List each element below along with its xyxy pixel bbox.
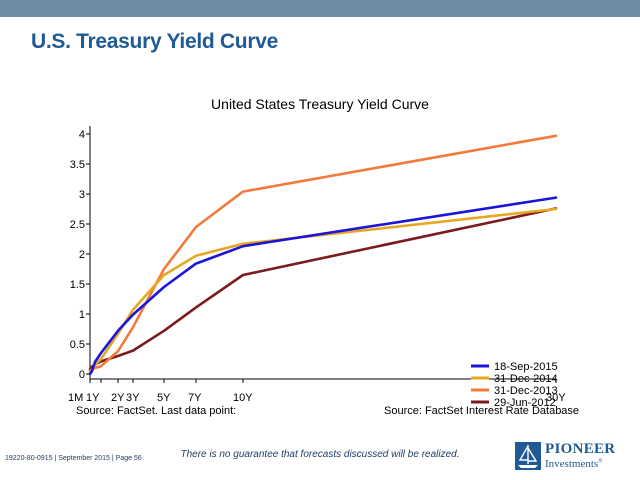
- pioneer-logo: PIONEER Investments®: [515, 440, 635, 474]
- ship-sail-icon: [515, 442, 541, 470]
- series-line: [88, 134, 558, 373]
- x-tick-label: 5Y: [157, 392, 171, 404]
- y-tick-label: 1: [79, 309, 85, 321]
- legend-label: 18-Sep-2015: [494, 361, 558, 373]
- logo-subtitle: Investments®: [545, 458, 603, 470]
- disclaimer-note: There is no guarantee that forecasts dis…: [180, 449, 460, 460]
- y-tick-label: 3: [79, 189, 85, 201]
- series-line: [88, 196, 558, 376]
- source-note-left: Source: FactSet. Last data point:: [76, 405, 237, 417]
- legend-label: 31-Dec-2014: [494, 373, 558, 385]
- x-tick-label: 1M: [68, 392, 83, 404]
- x-tick-label: 2Y: [111, 392, 125, 404]
- legend-label: 29-Jun-2012: [494, 397, 556, 409]
- x-tick-label: 1Y: [86, 392, 100, 404]
- logo-name: PIONEER: [545, 441, 616, 457]
- registered-mark: ®: [598, 458, 603, 465]
- y-tick-label: 1.5: [70, 279, 85, 291]
- source-note-right: Source: FactSet Interest Rate Database: [384, 405, 580, 417]
- chart-series-lines: [88, 134, 558, 376]
- document-reference: 19220-80-0915 | September 2015 | Page 56: [5, 455, 142, 462]
- y-tick-label: 2.5: [70, 219, 85, 231]
- y-tick-label: 2: [79, 249, 85, 261]
- chart-axes: 0 0.5 1 1.5 2 2.5 3 3.5 4 1M 1Y 2Y 3Y 5Y 7Y 10Y 30Y: [68, 126, 566, 404]
- x-tick-label: 7Y: [188, 392, 202, 404]
- y-tick-label: 4: [79, 129, 85, 141]
- x-tick-label: 3Y: [126, 392, 140, 404]
- y-tick-label: 0.5: [70, 339, 85, 351]
- chart-legend: 18-Sep-201531-Dec-201431-Dec-201329-Jun-…: [471, 361, 558, 409]
- y-tick-label: 0: [79, 369, 85, 381]
- x-tick-label: 30Y: [546, 392, 566, 404]
- chart-title: United States Treasury Yield Curve: [211, 96, 429, 112]
- x-tick-label: 10Y: [233, 392, 253, 404]
- y-tick-label: 3.5: [70, 159, 85, 171]
- slide-title: U.S. Treasury Yield Curve: [31, 30, 278, 53]
- legend-label: 31-Dec-2013: [494, 385, 558, 397]
- top-banner: [0, 0, 640, 17]
